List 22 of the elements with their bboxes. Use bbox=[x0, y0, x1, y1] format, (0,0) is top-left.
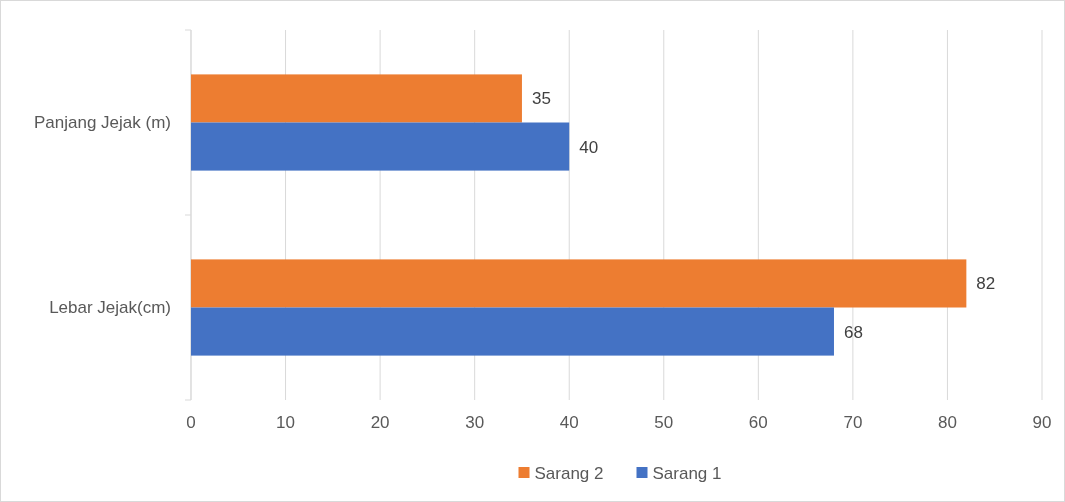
legend-label: Sarang 1 bbox=[652, 463, 722, 483]
data-label: 82 bbox=[976, 274, 996, 294]
x-tick-label: 30 bbox=[465, 413, 485, 432]
x-tick-label: 20 bbox=[370, 413, 390, 432]
y-tick-label: Lebar Jejak(cm) bbox=[49, 298, 171, 318]
legend-label: Sarang 2 bbox=[534, 463, 604, 483]
bar bbox=[191, 307, 834, 356]
data-label: 35 bbox=[531, 89, 551, 109]
x-tick-label: 50 bbox=[654, 413, 674, 432]
x-tick-label: 90 bbox=[1032, 413, 1052, 432]
x-tick-label: 80 bbox=[937, 413, 957, 432]
bar bbox=[191, 259, 967, 308]
y-tick-label: Panjang Jejak (m) bbox=[33, 113, 171, 133]
data-label: 40 bbox=[579, 137, 599, 157]
bar bbox=[191, 74, 522, 123]
x-tick-label: 0 bbox=[186, 413, 196, 432]
x-tick-label: 60 bbox=[748, 413, 768, 432]
x-tick-label: 40 bbox=[559, 413, 579, 432]
data-label: 68 bbox=[843, 322, 863, 342]
x-tick-label: 70 bbox=[843, 413, 863, 432]
x-tick-label: 10 bbox=[276, 413, 296, 432]
bar bbox=[191, 122, 570, 171]
